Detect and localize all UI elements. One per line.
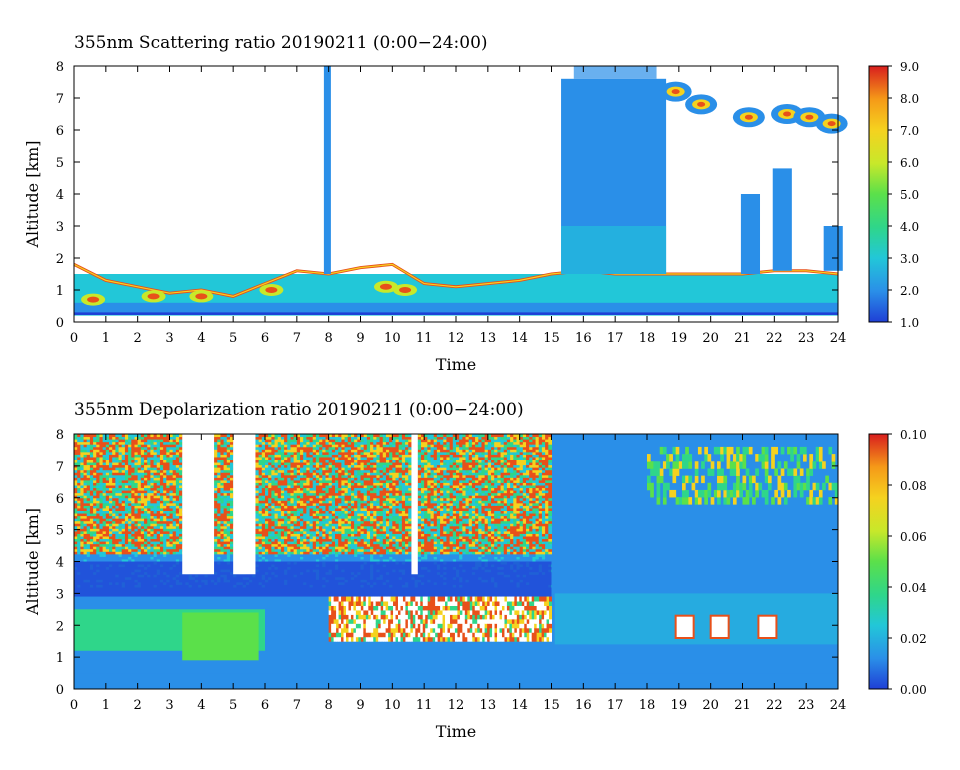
x-tick-label: 24 [830,331,847,346]
y-tick-label: 8 [56,428,64,443]
colorbar-tick-label: 4.0 [900,220,919,234]
colorbar-tick-label: 1.0 [900,316,919,330]
x-tick-label: 8 [325,698,333,713]
x-tick-label: 18 [639,698,656,713]
y-tick-label: 5 [56,524,64,539]
x-tick-label: 22 [766,698,783,713]
colorbar-tick-label: 9.0 [900,60,919,74]
x-tick-label: 5 [229,331,237,346]
x-tick-label: 6 [261,698,269,713]
x-tick-label: 13 [480,331,497,346]
chart-title: 355nm Scattering ratio 20190211 (0:00−24… [74,33,488,53]
heatmap-field [73,66,848,316]
colorbar-tick-label: 0.08 [900,479,927,493]
y-tick-label: 4 [56,556,64,571]
colorbar-tick-label: 5.0 [900,188,919,202]
x-tick-label: 15 [543,698,560,713]
x-tick-label: 16 [575,698,592,713]
x-tick-label: 9 [356,331,364,346]
scattering-ratio-chart: 355nm Scattering ratio 20190211 (0:00−24… [23,33,919,374]
y-tick-label: 8 [56,60,64,75]
y-tick-label: 2 [56,252,64,267]
x-tick-label: 4 [197,331,205,346]
x-tick-label: 7 [293,331,301,346]
colorbar [868,65,889,323]
x-tick-label: 16 [575,331,592,346]
colorbar-tick-label: 0.10 [900,428,927,442]
x-tick-label: 8 [325,331,333,346]
x-tick-label: 12 [448,331,465,346]
x-tick-label: 7 [293,698,301,713]
x-tick-label: 14 [511,698,528,713]
y-tick-label: 6 [56,124,64,139]
y-tick-label: 7 [56,460,64,475]
y-tick-label: 3 [56,587,64,602]
y-tick-label: 3 [56,220,64,235]
y-tick-label: 2 [56,619,64,634]
x-tick-label: 21 [734,698,751,713]
x-tick-label: 14 [511,331,528,346]
x-tick-label: 0 [70,331,78,346]
y-tick-label: 1 [56,651,64,666]
x-tick-label: 2 [134,698,142,713]
x-tick-label: 3 [165,698,173,713]
colorbar [868,433,889,690]
x-tick-label: 10 [384,698,401,713]
x-tick-label: 11 [416,698,433,713]
x-tick-label: 18 [639,331,656,346]
x-axis-label: Time [436,355,476,374]
x-tick-label: 19 [671,698,688,713]
colorbar-tick-label: 0.04 [900,581,927,595]
x-tick-label: 17 [607,331,624,346]
x-tick-label: 17 [607,698,624,713]
y-tick-label: 1 [56,284,64,299]
x-tick-label: 12 [448,698,465,713]
x-tick-label: 11 [416,331,433,346]
y-tick-label: 0 [56,316,64,331]
x-tick-label: 23 [798,331,815,346]
y-tick-label: 6 [56,492,64,507]
x-tick-label: 10 [384,331,401,346]
x-tick-label: 15 [543,331,560,346]
heatmap-field [74,434,839,689]
x-tick-label: 23 [798,698,815,713]
x-tick-label: 22 [766,331,783,346]
colorbar-tick-label: 3.0 [900,252,919,266]
x-tick-label: 24 [830,698,847,713]
colorbar-tick-label: 0.06 [900,530,927,544]
x-tick-label: 3 [165,331,173,346]
x-tick-label: 21 [734,331,751,346]
x-tick-label: 20 [702,331,719,346]
x-tick-label: 2 [134,331,142,346]
depolarization-ratio-chart: 355nm Depolarization ratio 20190211 (0:0… [23,400,927,741]
x-tick-label: 13 [480,698,497,713]
colorbar-tick-label: 8.0 [900,92,919,106]
x-tick-label: 0 [70,698,78,713]
x-tick-label: 5 [229,698,237,713]
colorbar-tick-label: 7.0 [900,124,919,138]
x-tick-label: 6 [261,331,269,346]
y-axis-label: Altitude [km] [23,140,42,248]
y-tick-label: 7 [56,92,64,107]
colorbar-tick-label: 6.0 [900,156,919,170]
y-tick-label: 0 [56,683,64,698]
x-tick-label: 1 [102,698,110,713]
x-tick-label: 19 [671,331,688,346]
colorbar-tick-label: 2.0 [900,284,919,298]
colorbar-tick-label: 0.00 [900,683,927,697]
x-tick-label: 1 [102,331,110,346]
x-tick-label: 4 [197,698,205,713]
x-axis-label: Time [436,722,476,741]
x-tick-label: 9 [356,698,364,713]
x-tick-label: 20 [702,698,719,713]
colorbar-tick-label: 0.02 [900,632,927,646]
y-tick-label: 4 [56,188,64,203]
y-tick-label: 5 [56,156,64,171]
y-axis-label: Altitude [km] [23,508,42,616]
chart-title: 355nm Depolarization ratio 20190211 (0:0… [74,400,524,420]
